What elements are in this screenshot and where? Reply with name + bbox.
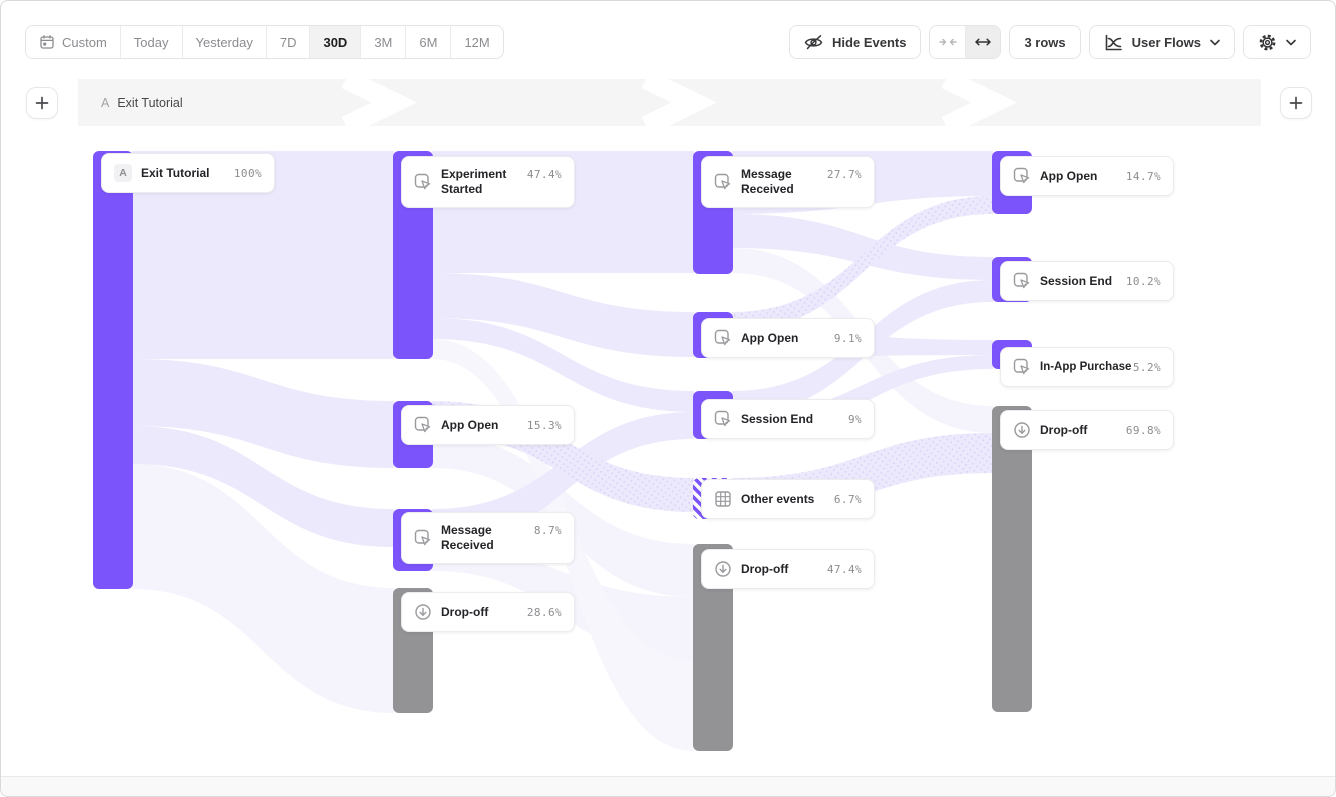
node-label: App Open bbox=[441, 417, 499, 432]
node-label: Experiment Started bbox=[441, 167, 507, 196]
node-percent: 47.4% bbox=[526, 168, 562, 181]
calendar-icon bbox=[40, 35, 54, 49]
flows-chart-icon bbox=[1105, 34, 1122, 50]
dropoff-icon bbox=[414, 603, 432, 621]
node-label: Drop-off bbox=[741, 561, 789, 576]
node-percent: 47.4% bbox=[826, 562, 862, 576]
node-card-message-received-2[interactable]: Message Received 8.7% bbox=[401, 512, 575, 564]
node-percent: 14.7% bbox=[1125, 169, 1161, 183]
node-percent: 27.7% bbox=[826, 168, 862, 181]
node-label: Drop-off bbox=[441, 604, 489, 619]
view-type-label: User Flows bbox=[1131, 34, 1201, 50]
node-card-in-app-purchase-4[interactable]: In-App Purchase 5.2% bbox=[1000, 347, 1174, 387]
node-percent: 15.3% bbox=[526, 418, 562, 432]
event-icon bbox=[414, 173, 432, 191]
date-preset-7d[interactable]: 7D bbox=[267, 26, 311, 58]
node-label: Other events bbox=[741, 491, 815, 506]
date-range-segmented-control: Custom Today Yesterday 7D 30D 3M 6M 12M bbox=[25, 25, 504, 59]
node-percent: 9.1% bbox=[833, 331, 862, 345]
node-card-experiment-started[interactable]: Experiment Started 47.4% bbox=[401, 156, 575, 208]
hide-events-label: Hide Events bbox=[832, 34, 907, 50]
date-preset-custom[interactable]: Custom bbox=[26, 26, 121, 58]
settings-dropdown[interactable] bbox=[1243, 25, 1311, 59]
node-label: In-App Purchase bbox=[1040, 360, 1132, 373]
chevron-down-icon bbox=[1286, 39, 1296, 45]
hide-events-button[interactable]: Hide Events bbox=[789, 25, 922, 59]
date-preset-today[interactable]: Today bbox=[121, 26, 183, 58]
node-card-session-end-4[interactable]: Session End 10.2% bbox=[1000, 261, 1174, 301]
node-percent: 5.2% bbox=[1132, 360, 1161, 374]
top-toolbar: Custom Today Yesterday 7D 30D 3M 6M 12M … bbox=[25, 25, 1311, 59]
node-percent: 28.6% bbox=[526, 605, 562, 619]
event-icon bbox=[414, 416, 432, 434]
add-step-left-button[interactable] bbox=[26, 87, 58, 119]
node-card-drop-off-3[interactable]: Drop-off 47.4% bbox=[701, 549, 875, 589]
event-icon bbox=[1013, 167, 1031, 185]
step-letter: A bbox=[101, 95, 110, 110]
node-label: Message Received bbox=[441, 523, 494, 552]
node-bar-exit-tutorial[interactable] bbox=[93, 151, 133, 589]
node-card-session-end-3[interactable]: Session End 9% bbox=[701, 399, 875, 439]
event-icon bbox=[414, 529, 432, 547]
date-preset-6m[interactable]: 6M bbox=[406, 26, 452, 58]
eye-off-icon bbox=[804, 34, 823, 49]
node-card-drop-off-4[interactable]: Drop-off 69.8% bbox=[1000, 410, 1174, 450]
node-label: Message Received bbox=[741, 167, 794, 196]
grid-icon bbox=[714, 490, 732, 508]
step-a-header[interactable]: A Exit Tutorial bbox=[101, 79, 183, 126]
node-percent: 100% bbox=[233, 166, 262, 180]
toolbar-right-tools: Hide Events 3 rows bbox=[789, 25, 1311, 59]
spacing-segmented-control bbox=[929, 25, 1002, 59]
node-percent: 8.7% bbox=[533, 524, 562, 537]
date-preset-30d[interactable]: 30D bbox=[310, 26, 362, 58]
expand-columns-button[interactable] bbox=[965, 26, 1001, 58]
flow-steps-band: A Exit Tutorial bbox=[78, 79, 1261, 126]
node-card-app-open-2[interactable]: App Open 15.3% bbox=[401, 405, 575, 445]
node-card-exit-tutorial[interactable]: A Exit Tutorial 100% bbox=[101, 153, 275, 193]
rows-button[interactable]: 3 rows bbox=[1009, 25, 1081, 59]
event-icon bbox=[1013, 358, 1031, 376]
arrows-collapse-icon bbox=[939, 38, 957, 46]
footer-strip bbox=[1, 776, 1335, 796]
chevron-down-icon bbox=[1210, 39, 1220, 45]
node-bar-drop-off-4[interactable] bbox=[992, 406, 1032, 712]
add-step-right-button[interactable] bbox=[1280, 87, 1312, 119]
arrows-expand-icon bbox=[975, 38, 992, 46]
event-icon bbox=[1013, 272, 1031, 290]
node-card-message-received-3[interactable]: Message Received 27.7% bbox=[701, 156, 875, 208]
rows-label: 3 rows bbox=[1024, 34, 1066, 50]
event-icon bbox=[714, 410, 732, 428]
node-percent: 6.7% bbox=[833, 492, 862, 506]
view-type-dropdown[interactable]: User Flows bbox=[1088, 25, 1235, 59]
date-preset-label: Custom bbox=[62, 34, 107, 50]
event-icon bbox=[714, 329, 732, 347]
collapse-columns-button[interactable] bbox=[930, 26, 965, 58]
node-percent: 9% bbox=[847, 412, 862, 426]
node-label: Drop-off bbox=[1040, 422, 1088, 437]
node-card-drop-off-2[interactable]: Drop-off 28.6% bbox=[401, 592, 575, 632]
node-percent: 69.8% bbox=[1125, 423, 1161, 437]
dropoff-icon bbox=[714, 560, 732, 578]
step-separator-chevrons bbox=[341, 79, 1017, 126]
plus-icon bbox=[35, 96, 49, 110]
node-percent: 10.2% bbox=[1125, 274, 1161, 288]
node-card-app-open-4[interactable]: App Open 14.7% bbox=[1000, 156, 1174, 196]
node-label: Session End bbox=[741, 411, 814, 426]
plus-icon bbox=[1289, 96, 1303, 110]
step-name: Exit Tutorial bbox=[117, 95, 183, 110]
date-preset-3m[interactable]: 3M bbox=[361, 26, 407, 58]
node-label: App Open bbox=[741, 330, 799, 345]
node-card-app-open-3[interactable]: App Open 9.1% bbox=[701, 318, 875, 358]
event-icon bbox=[714, 173, 732, 191]
node-card-other-events-3[interactable]: Other events 6.7% bbox=[701, 479, 875, 519]
date-preset-yesterday[interactable]: Yesterday bbox=[183, 26, 267, 58]
node-label: App Open bbox=[1040, 168, 1098, 183]
node-label: Session End bbox=[1040, 273, 1113, 288]
dropoff-icon bbox=[1013, 421, 1031, 439]
node-label: Exit Tutorial bbox=[141, 165, 210, 180]
step-a-badge: A bbox=[114, 164, 132, 182]
date-preset-12m[interactable]: 12M bbox=[464, 34, 490, 50]
gear-icon bbox=[1259, 34, 1276, 50]
